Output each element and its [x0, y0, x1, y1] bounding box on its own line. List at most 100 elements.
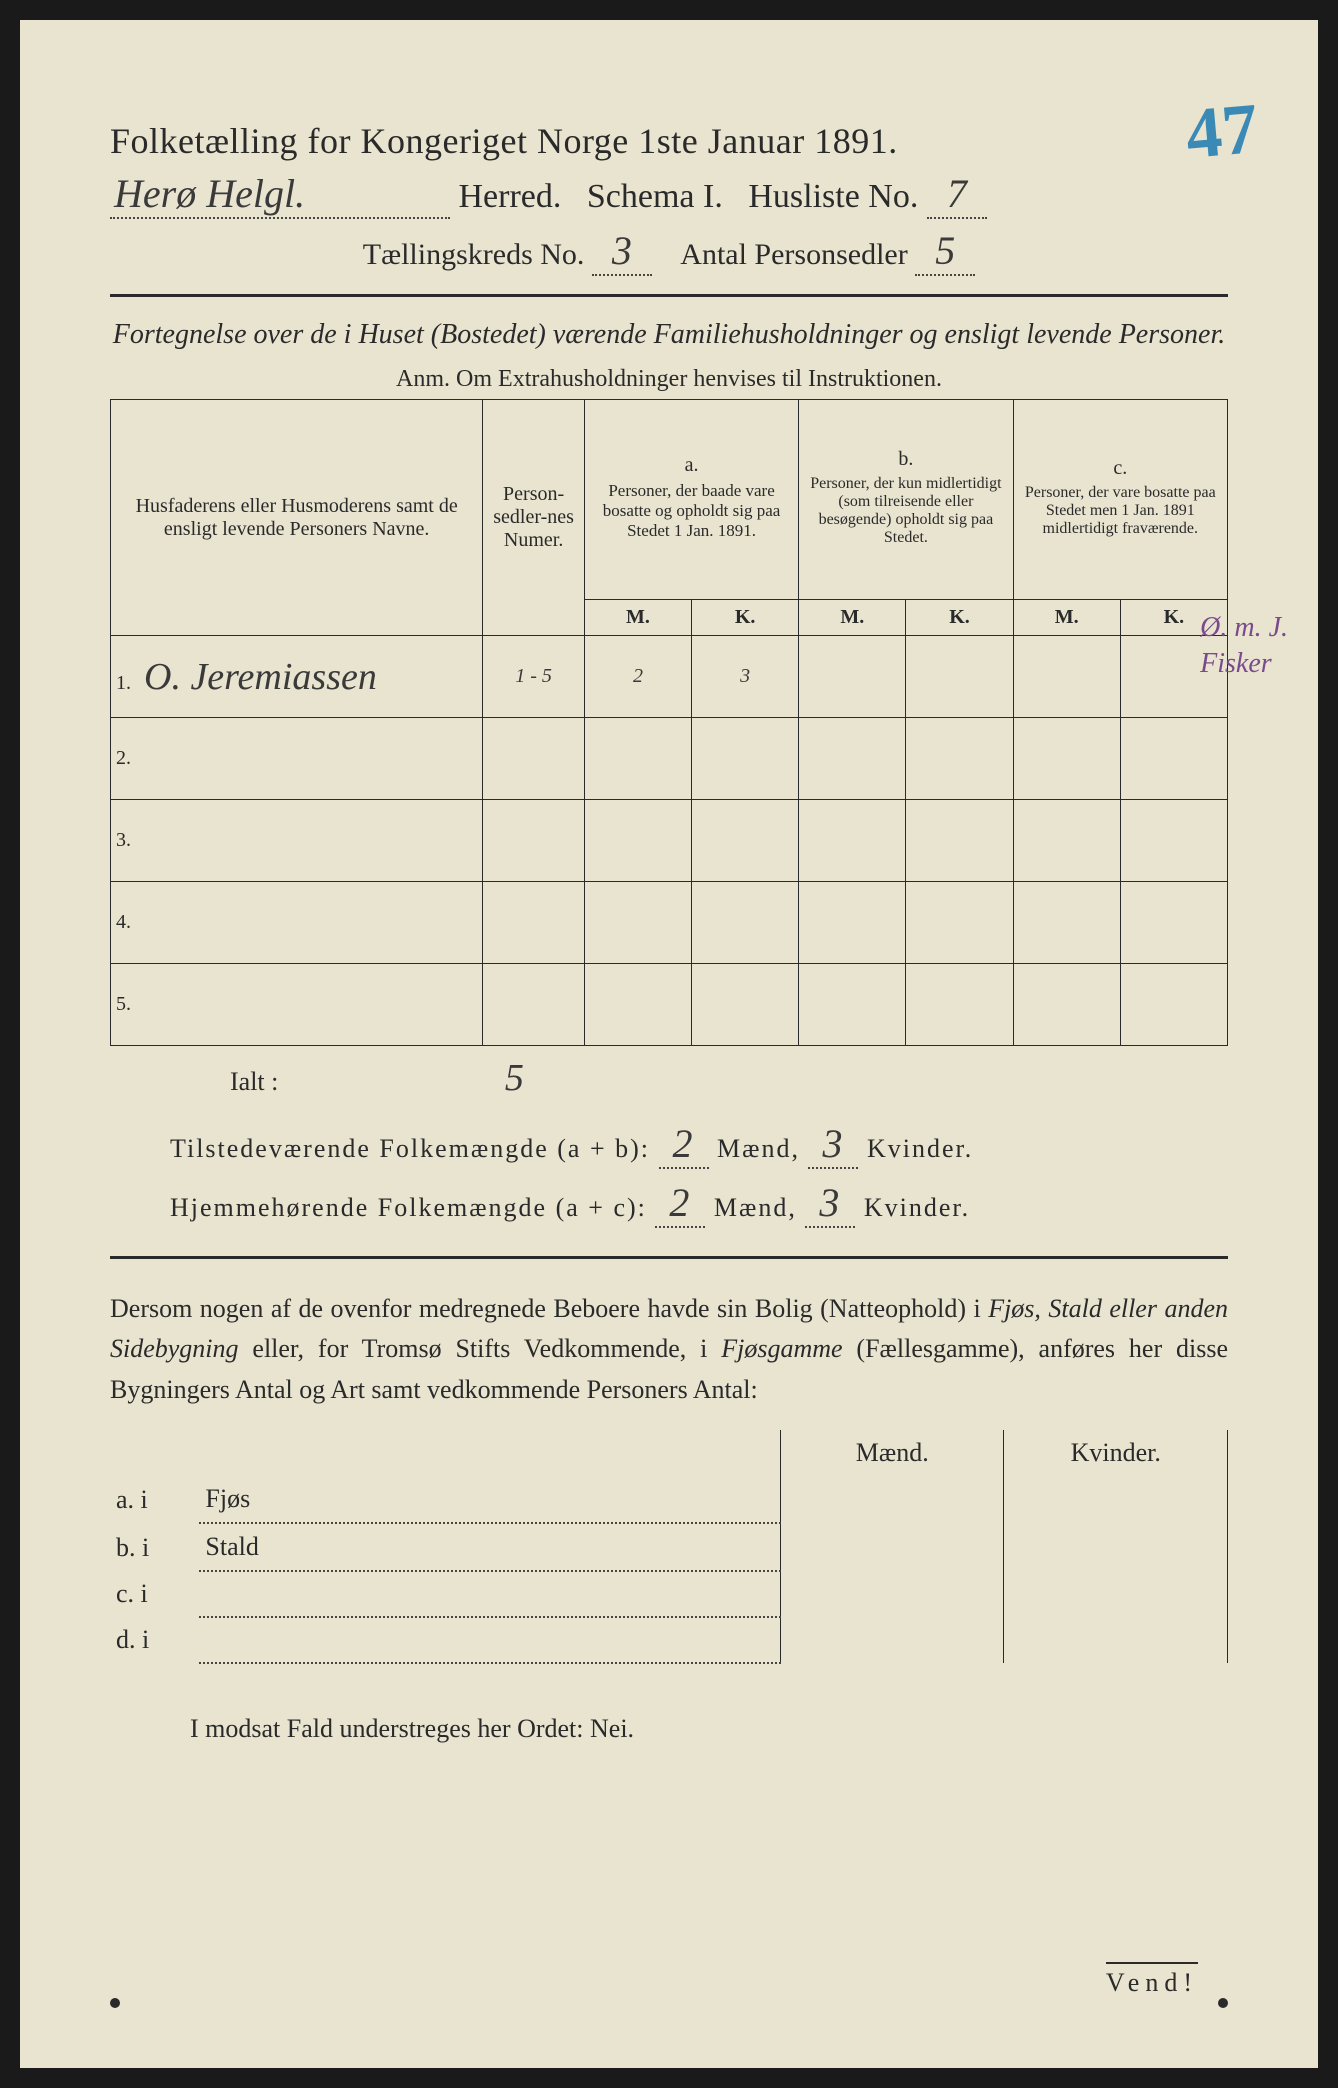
outhouse-row: b. i Stald	[110, 1523, 1228, 1571]
para-t2: eller, for Tromsø Stifts Vedkommende, i	[239, 1334, 722, 1363]
cell	[692, 800, 799, 882]
outhouse-row: d. i	[110, 1617, 1228, 1663]
cell	[1120, 964, 1227, 1046]
maend-label: Mænd,	[717, 1134, 800, 1163]
cell	[780, 1571, 1004, 1617]
outhouse-table: Mænd. Kvinder. a. i Fjøs b. i Stald c. i…	[110, 1430, 1228, 1664]
th-a-label: a.	[589, 454, 794, 477]
cell	[1013, 964, 1120, 1046]
table-row: 3.	[111, 800, 1228, 882]
cell	[1013, 718, 1120, 800]
totals-1-label: Tilstedeværende Folkemængde (a + b):	[170, 1134, 650, 1163]
totals-line-1: Tilstedeværende Folkemængde (a + b): 2 M…	[170, 1120, 1228, 1169]
outhouse-head-m: Mænd.	[780, 1430, 1004, 1476]
cell	[692, 964, 799, 1046]
cell	[584, 964, 691, 1046]
cell	[906, 718, 1013, 800]
schema-label: Schema I.	[587, 178, 723, 215]
dot-icon	[110, 1998, 120, 2008]
margin-annotation: Ø. m. J. Fisker	[1200, 610, 1288, 683]
outhouse-row: c. i	[110, 1571, 1228, 1617]
totals-2-m: 2	[655, 1179, 705, 1228]
totals-line-2: Hjemmehørende Folkemængde (a + c): 2 Mæn…	[170, 1179, 1228, 1228]
cell	[799, 964, 906, 1046]
totals-1-m: 2	[659, 1120, 709, 1169]
table-row: 1. O. Jeremiassen 1 - 5 2 3	[111, 636, 1228, 718]
cell	[780, 1523, 1004, 1571]
th-c-label: c.	[1018, 457, 1223, 480]
husliste-handwritten: 7	[927, 170, 987, 219]
row-number: 4.	[115, 911, 139, 934]
ialt-row: Ialt : 5	[110, 1046, 1228, 1110]
antal-handwritten: 5	[915, 227, 975, 276]
th-a-k: K.	[692, 600, 799, 636]
row-a-k: 3	[692, 636, 799, 718]
th-b-k: K.	[906, 600, 1013, 636]
row-num-hw: 1 - 5	[483, 636, 585, 718]
outhouse-head-k: Kvinder.	[1004, 1430, 1228, 1476]
vend-label: Vend!	[1106, 1962, 1198, 1998]
maend-label: Mænd,	[714, 1193, 797, 1222]
nei-line: I modsat Fald understreges her Ordet: Ne…	[190, 1714, 1228, 1744]
th-a-m: M.	[584, 600, 691, 636]
cell	[1004, 1523, 1228, 1571]
husliste-label: Husliste No.	[748, 178, 918, 215]
divider	[110, 294, 1228, 297]
cell	[1013, 882, 1120, 964]
row-c-m	[1013, 636, 1120, 718]
th-b: b. Personer, der kun midlertidigt (som t…	[799, 400, 1013, 600]
dot-icon	[1218, 1998, 1228, 2008]
cell	[483, 882, 585, 964]
kvinder-label: Kvinder.	[867, 1134, 973, 1163]
row-b-m	[799, 636, 906, 718]
outhouse-row-label: a. i	[110, 1476, 199, 1523]
cell	[584, 718, 691, 800]
cell	[780, 1617, 1004, 1663]
cell	[1013, 800, 1120, 882]
outhouse-type	[199, 1617, 780, 1663]
kreds-line: Tællingskreds No. 3 Antal Personsedler 5	[110, 227, 1228, 276]
kvinder-label: Kvinder.	[864, 1193, 970, 1222]
outhouse-type: Fjøs	[205, 1484, 250, 1513]
th-b-m: M.	[799, 600, 906, 636]
cell	[1120, 800, 1227, 882]
ialt-label: Ialt :	[230, 1067, 278, 1096]
cell	[906, 800, 1013, 882]
margin-l2: Fisker	[1200, 646, 1288, 682]
totals-2-label: Hjemmehørende Folkemængde (a + c):	[170, 1193, 647, 1222]
cell	[483, 718, 585, 800]
cell	[692, 718, 799, 800]
row-b-k	[906, 636, 1013, 718]
th-a-text: Personer, der baade vare bosatte og opho…	[589, 477, 794, 545]
cell	[906, 882, 1013, 964]
outhouse-row-label: c. i	[110, 1571, 199, 1617]
row-a-m: 2	[584, 636, 691, 718]
cell	[780, 1476, 1004, 1523]
th-a: a. Personer, der baade vare bosatte og o…	[584, 400, 798, 600]
section-subtitle: Fortegnelse over de i Huset (Bostedet) v…	[110, 315, 1228, 354]
cell	[906, 964, 1013, 1046]
cell	[799, 718, 906, 800]
table-row: 5.	[111, 964, 1228, 1046]
totals-1-k: 3	[808, 1120, 858, 1169]
table-row: 2.	[111, 718, 1228, 800]
totals-2-k: 3	[805, 1179, 855, 1228]
cell	[799, 882, 906, 964]
crayon-page-number: 47	[1183, 87, 1262, 176]
th-b-label: b.	[803, 448, 1008, 471]
row-number: 2.	[115, 747, 139, 770]
cell	[584, 800, 691, 882]
cell	[1004, 1571, 1228, 1617]
row-number: 3.	[115, 829, 139, 852]
cell	[483, 800, 585, 882]
herred-handwritten: Herø Helgl.	[110, 170, 450, 219]
th-c-m: M.	[1013, 600, 1120, 636]
outhouse-type	[199, 1571, 780, 1617]
herred-label: Herred.	[459, 178, 562, 215]
row-number: 5.	[115, 993, 139, 1016]
margin-l1: Ø. m. J.	[1200, 610, 1288, 646]
antal-label: Antal Personsedler	[680, 238, 907, 271]
cell	[1120, 882, 1227, 964]
para-t1: Dersom nogen af de ovenfor medregnede Be…	[110, 1294, 988, 1323]
para-i2: Fjøsgamme	[721, 1334, 842, 1363]
